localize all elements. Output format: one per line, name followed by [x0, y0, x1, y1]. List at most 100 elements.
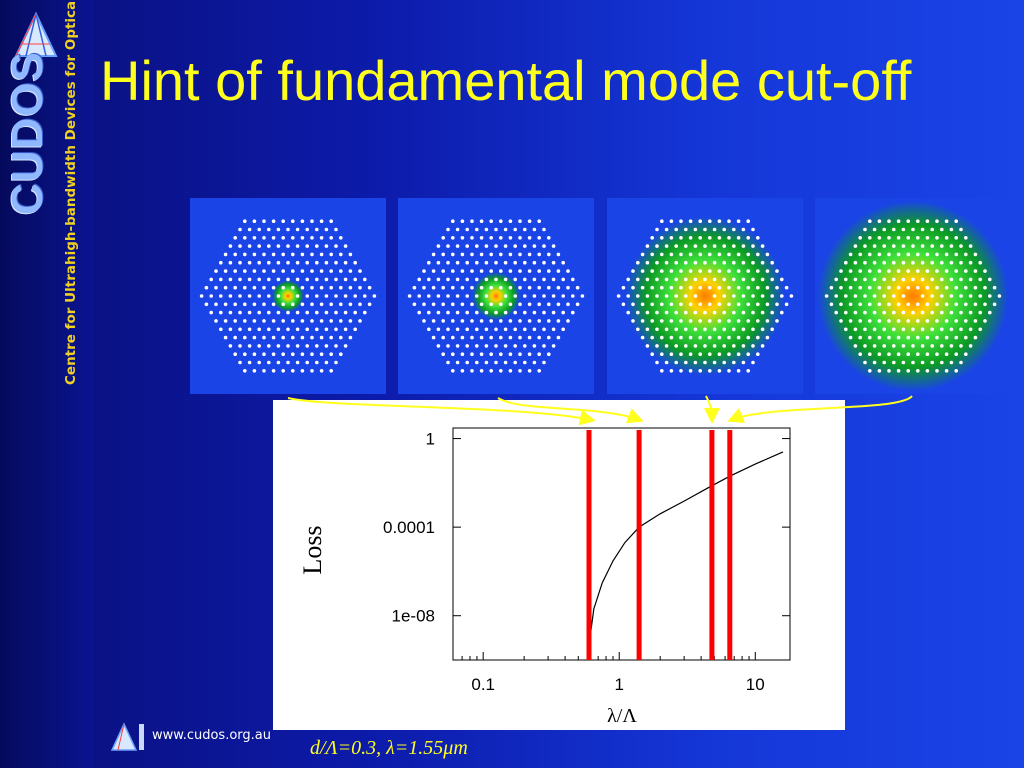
air-hole: [679, 302, 683, 307]
air-hole: [363, 310, 367, 315]
air-hole: [310, 302, 314, 307]
air-hole: [465, 260, 469, 265]
air-hole: [348, 252, 353, 257]
air-hole: [631, 319, 635, 323]
air-hole: [310, 335, 314, 340]
air-hole: [508, 302, 513, 307]
air-hole: [233, 285, 237, 290]
air-hole: [243, 369, 247, 373]
air-hole: [712, 277, 717, 282]
air-hole: [348, 269, 353, 273]
air-hole: [712, 310, 717, 315]
air-hole: [775, 285, 779, 290]
air-hole: [901, 244, 906, 248]
loss-chart-svg: 1 0.0001 1e-08 0.1 1 10 λ/Λ Loss: [298, 427, 791, 727]
air-hole: [499, 285, 503, 290]
air-hole: [848, 252, 853, 257]
air-hole: [896, 252, 901, 257]
air-hole: [537, 269, 541, 273]
air-hole: [949, 294, 954, 298]
air-hole: [329, 252, 333, 257]
air-hole: [348, 285, 353, 290]
air-hole: [760, 277, 765, 282]
air-hole: [262, 269, 266, 273]
air-hole: [660, 369, 664, 373]
air-hole: [556, 302, 561, 307]
air-hole: [920, 277, 925, 282]
air-hole: [872, 360, 877, 365]
air-hole: [276, 327, 281, 332]
air-hole: [475, 260, 479, 265]
air-hole: [949, 310, 954, 315]
air-hole: [640, 252, 645, 257]
air-hole: [310, 219, 314, 223]
air-hole: [247, 344, 252, 348]
air-hole: [940, 260, 944, 265]
air-hole: [499, 252, 503, 257]
mode-field: [472, 272, 520, 320]
air-hole: [353, 260, 357, 265]
air-hole: [247, 244, 252, 248]
mode-field: [272, 280, 304, 312]
air-hole: [997, 294, 1002, 298]
air-hole: [252, 219, 257, 223]
air-hole: [427, 327, 431, 332]
air-hole: [901, 294, 906, 298]
air-hole: [247, 310, 252, 315]
air-hole: [513, 360, 517, 365]
air-hole: [281, 335, 285, 340]
air-hole: [868, 319, 872, 323]
air-hole: [949, 344, 954, 348]
air-hole: [973, 319, 978, 323]
air-hole: [343, 344, 348, 348]
air-hole: [858, 236, 862, 240]
air-hole: [257, 260, 261, 265]
air-hole: [214, 285, 218, 290]
air-hole: [853, 344, 858, 348]
air-hole: [954, 319, 958, 323]
air-hole: [959, 310, 963, 315]
air-hole: [717, 236, 722, 240]
air-hole: [367, 285, 372, 290]
air-hole: [532, 344, 537, 348]
air-hole: [839, 302, 843, 307]
website-link[interactable]: www.cudos.org.au: [152, 728, 271, 743]
air-hole: [233, 319, 237, 323]
air-hole: [741, 310, 746, 315]
air-hole: [551, 344, 556, 348]
air-hole: [703, 344, 707, 348]
air-hole: [868, 352, 872, 356]
air-hole: [513, 277, 517, 282]
air-hole: [319, 352, 324, 356]
air-hole: [925, 302, 930, 307]
air-hole: [741, 294, 746, 298]
air-hole: [751, 227, 755, 232]
air-hole: [291, 352, 295, 356]
air-hole: [751, 344, 755, 348]
air-hole: [465, 344, 469, 348]
air-hole: [339, 319, 343, 323]
air-hole: [688, 252, 693, 257]
air-hole: [901, 260, 906, 265]
air-hole: [664, 327, 669, 332]
air-hole: [479, 285, 484, 290]
air-hole: [324, 310, 329, 315]
air-hole: [339, 335, 343, 340]
air-hole: [551, 294, 556, 298]
air-hole: [238, 294, 242, 298]
air-hole: [527, 352, 532, 356]
air-hole: [732, 260, 736, 265]
air-hole: [262, 236, 266, 240]
air-hole: [547, 285, 551, 290]
air-hole: [475, 244, 479, 248]
air-hole: [353, 327, 357, 332]
air-hole: [310, 252, 314, 257]
air-hole: [621, 302, 626, 307]
air-hole: [901, 310, 906, 315]
air-hole: [556, 285, 561, 290]
air-hole: [238, 277, 242, 282]
air-hole: [940, 360, 944, 365]
air-hole: [863, 260, 867, 265]
air-hole: [324, 327, 329, 332]
air-hole: [853, 327, 858, 332]
